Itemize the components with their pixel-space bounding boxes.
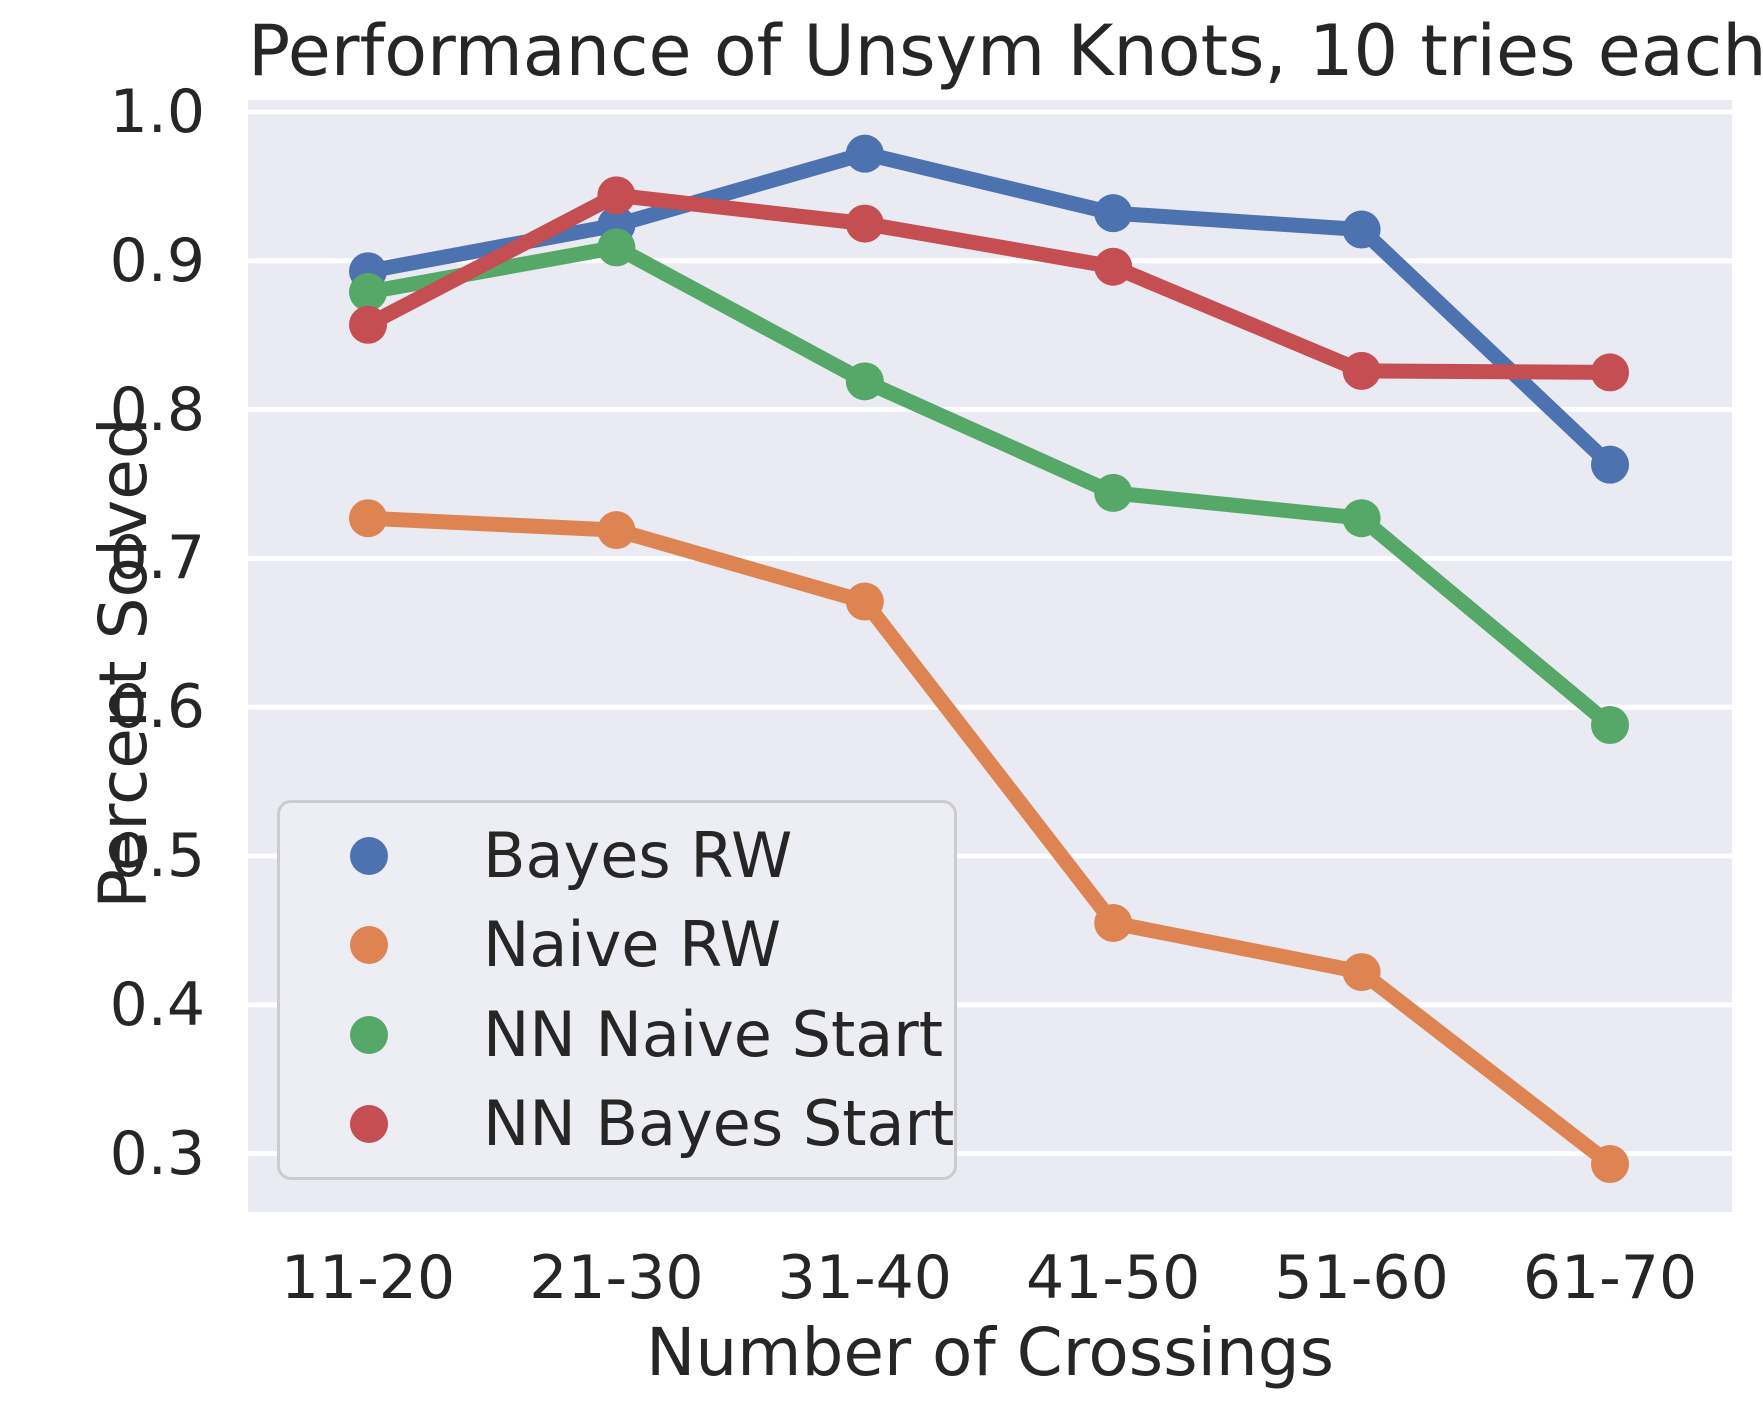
data-point: [845, 134, 884, 173]
x-tick-label: 51-60: [1274, 1243, 1449, 1313]
data-point: [1342, 210, 1381, 249]
legend-item: Naive RW: [280, 901, 954, 991]
data-point: [1591, 445, 1629, 484]
legend-marker-icon: [350, 836, 388, 875]
y-tick-label: 0.8: [109, 374, 205, 445]
series-line: [360, 187, 1618, 380]
y-tick-label: 0.6: [109, 672, 205, 743]
data-point: [349, 273, 387, 312]
data-point: [597, 511, 636, 550]
legend-label: Bayes RW: [483, 818, 793, 892]
x-tick-label: 31-40: [777, 1243, 952, 1313]
y-tick-label: 0.7: [109, 523, 205, 594]
y-tick-label: 0.4: [109, 969, 205, 1040]
data-point: [1591, 706, 1629, 745]
data-point: [1342, 499, 1381, 538]
data-point: [845, 582, 884, 621]
legend: Bayes RW Naive RW NN Naive Start NN Bayes S…: [277, 800, 957, 1180]
x-tick-label: 11-20: [280, 1243, 456, 1313]
legend-item: NN Naive Start: [280, 990, 954, 1080]
legend-marker-icon: [350, 1015, 388, 1054]
x-tick-label: 41-50: [1026, 1243, 1201, 1313]
legend-item: NN Bayes Start: [280, 1080, 954, 1170]
x-axis-label: Number of Crossings: [645, 1314, 1335, 1391]
data-point: [1591, 1145, 1629, 1184]
data-point: [1342, 351, 1381, 390]
chart-title: Performance of Unsym Knots, 10 tries eac…: [248, 10, 1763, 92]
data-point: [845, 204, 884, 243]
series-line: [360, 239, 1618, 733]
x-tick-label: 21-30: [529, 1243, 704, 1313]
legend-label: Naive RW: [483, 908, 782, 982]
data-point: [597, 228, 636, 267]
data-point: [349, 499, 387, 538]
data-point: [349, 305, 387, 344]
data-point: [845, 362, 884, 401]
data-point: [597, 176, 636, 215]
legend-marker-icon: [350, 1105, 388, 1144]
data-point: [1094, 194, 1133, 233]
legend-marker-icon: [350, 926, 388, 965]
data-point: [1094, 473, 1133, 512]
data-point: [1342, 953, 1381, 992]
series-line: [360, 146, 1618, 473]
data-point: [1094, 903, 1133, 942]
y-tick-label: 0.3: [109, 1118, 205, 1189]
legend-label: NN Bayes Start: [483, 1087, 955, 1161]
data-point: [1591, 353, 1629, 392]
legend-item: Bayes RW: [280, 811, 954, 901]
data-series: [349, 134, 1629, 1184]
y-tick-label: 0.9: [109, 225, 205, 296]
y-tick-label: 0.5: [109, 821, 205, 891]
series-line: [360, 510, 1618, 1172]
legend-label: NN Naive Start: [483, 997, 944, 1071]
x-tick-label: 61-70: [1522, 1243, 1698, 1313]
y-tick-label: 1.0: [109, 77, 205, 147]
data-point: [1094, 247, 1133, 286]
